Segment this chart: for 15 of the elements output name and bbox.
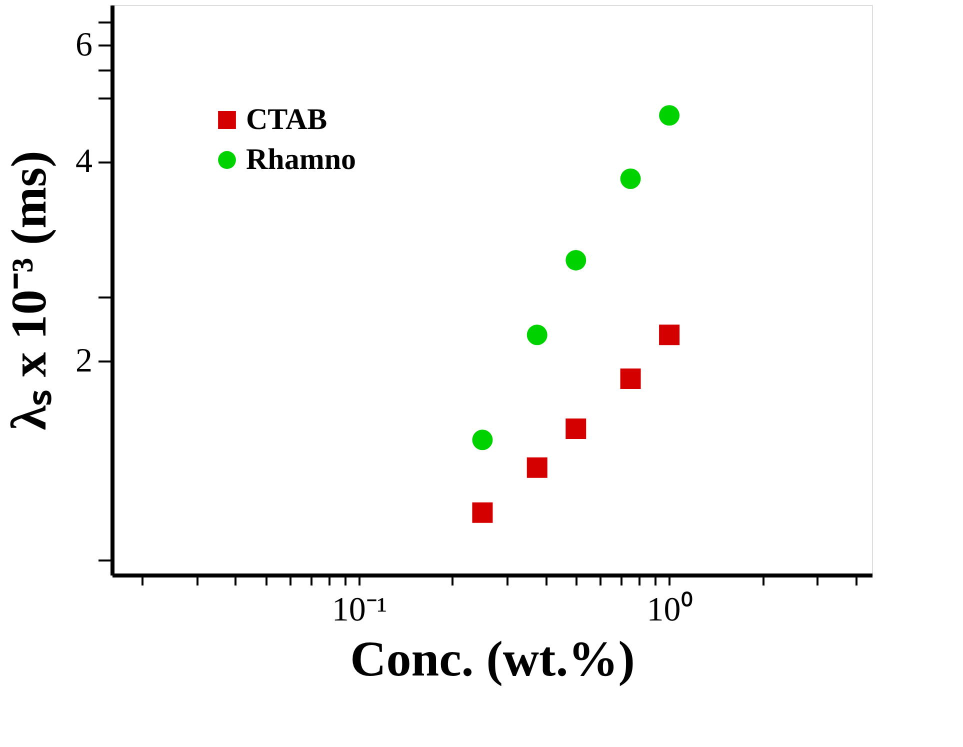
x-tick-label: 10⁰ (646, 592, 693, 628)
legend-label: Rhamno (246, 143, 356, 176)
point (659, 324, 680, 346)
point (659, 105, 680, 126)
x-tick-label: 10⁻¹ (332, 592, 388, 628)
legend-label: CTAB (246, 103, 328, 136)
y-axis-title: λₛ x 10⁻³ (ms) (0, 150, 56, 430)
point (566, 418, 586, 440)
point (566, 250, 586, 270)
y-tick-label: 2 (76, 342, 92, 380)
point (472, 430, 493, 450)
x-axis-title: Conc. (wt.%) (350, 630, 635, 686)
y-tick-label: 4 (76, 143, 92, 180)
point (472, 502, 493, 523)
y-tick-label: 6 (76, 26, 92, 64)
